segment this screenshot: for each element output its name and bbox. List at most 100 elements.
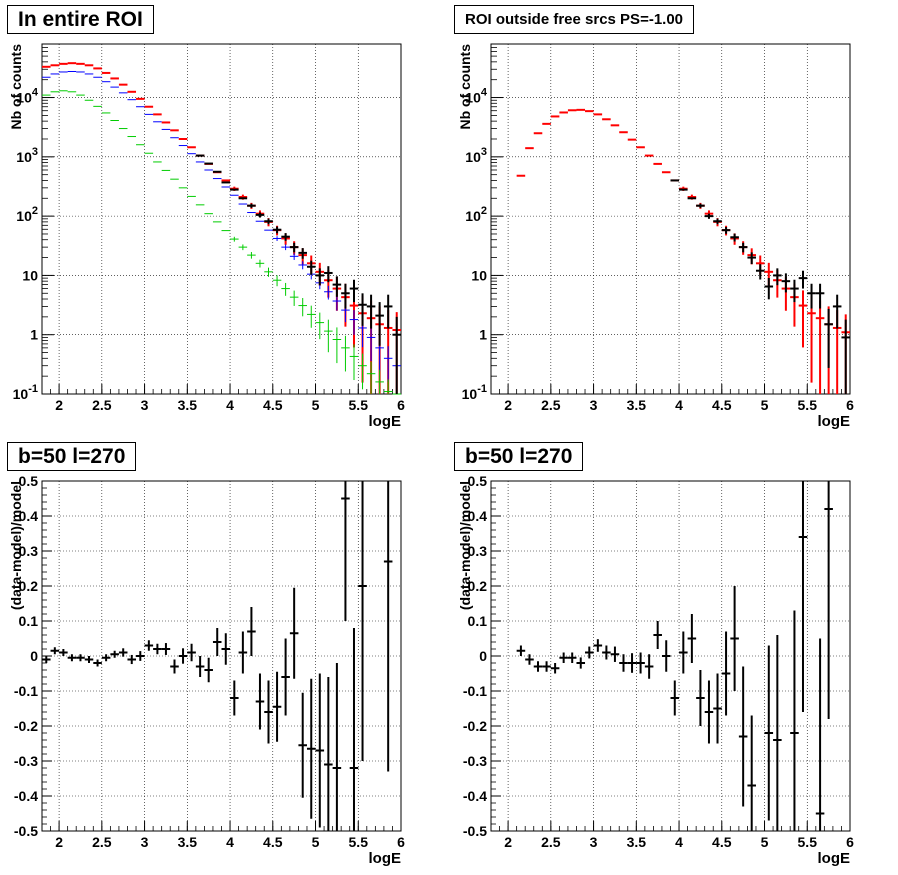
chart-title: In entire ROI [7,5,154,34]
x-tick-label: 5 [312,397,320,413]
x-tick-label: 4 [675,397,683,413]
y-tick-label: 0.4 [468,508,488,524]
y-axis-label: Nb of counts [457,44,473,130]
series-model-red [42,62,401,394]
chart-title: ROI outside free srcs PS=-1.00 [454,5,695,34]
x-tick-label: 6 [846,397,854,413]
panel-bottom-right: 2 2.5 3 3.5 4 4.5 5 5.5 6 -0.5 -0.4 -0.3 -0.2 -0.1 0 0.… [449,437,898,874]
x-tick-label: 2.5 [541,834,561,850]
grid [42,480,402,832]
x-tick-label: 2 [55,834,63,850]
y-tick-label: 0.2 [468,578,488,594]
y-tick-label: 102 [16,205,38,224]
y-axis-label: (data-model)/model [8,481,24,610]
x-tick-label: 3 [141,397,149,413]
x-tick-label: 2.5 [541,397,561,413]
y-tick-label: 0.3 [468,543,488,559]
x-tick-label: 4.5 [712,834,732,850]
x-tick-label: 5 [761,397,769,413]
chart-title: b=50 l=270 [454,442,584,471]
y-tick-label: 0.5 [468,473,488,489]
x-tick-label: 3 [590,834,598,850]
x-tick-label: 6 [397,834,405,850]
chart-counts-entire-roi: 2 2.5 3 3.5 4 4.5 5 5.5 610-1110102103104logENb … [8,43,405,430]
series-data-black [670,179,850,394]
y-tick-label: 0.2 [19,578,39,594]
y-tick-label: -0.2 [14,718,38,734]
y-tick-label: -0.3 [463,753,487,769]
x-tick-label: 5 [312,834,320,850]
x-tick-label: 2 [55,397,63,413]
y-tick-label: -0.2 [463,718,487,734]
y-tick-label: 0.1 [19,613,39,629]
panel-bottom-left: 2 2.5 3 3.5 4 4.5 5 5.5 6 -0.5 -0.4 -0.3 -0.2 -0.1 0 0.… [0,437,449,874]
x-tick-label: 3.5 [627,397,647,413]
x-tick-label: 4.5 [263,397,283,413]
x-tick-label: 5.5 [349,397,369,413]
y-tick-label: 0.1 [468,613,488,629]
y-tick-label: 102 [465,205,487,224]
x-axis-label: logE [369,413,402,430]
y-tick-label: 103 [465,146,487,165]
chart-title: b=50 l=270 [7,442,137,471]
y-tick-label: -0.5 [14,823,38,839]
chart-residuals-left: 2 2.5 3 3.5 4 4.5 5 5.5 6 -0.5 -0.4 -0.3 -0.2 -0.1 0 0.… [8,473,405,867]
chart-residuals-right: 2 2.5 3 3.5 4 4.5 5 5.5 6 -0.5 -0.4 -0.3 -0.2 -0.1 0 0.… [457,473,854,867]
x-tick-label: 5.5 [798,397,818,413]
y-tick-label: 0.5 [19,473,39,489]
x-tick-label: 6 [397,397,405,413]
y-tick-label: 1 [479,327,487,343]
plot-frame [41,480,402,832]
x-tick-label: 2.5 [92,397,112,413]
y-tick-label: 0 [30,648,38,664]
x-tick-label: 3.5 [627,834,647,850]
x-axis-label: logE [369,850,402,867]
x-axis-label: logE [818,413,851,430]
grid [491,480,851,832]
plot-frame [490,43,851,395]
x-tick-label: 4.5 [712,397,732,413]
y-tick-label: -0.4 [14,788,38,804]
x-tick-label: 3 [141,834,149,850]
x-tick-label: 5.5 [798,834,818,850]
series-model-red [516,108,850,394]
x-tick-label: 4 [226,834,234,850]
y-tick-label: 10 [22,267,38,283]
x-tick-label: 2 [504,834,512,850]
x-tick-label: 2.5 [92,834,112,850]
x-tick-label: 4.5 [263,834,283,850]
x-tick-label: 2 [504,397,512,413]
series-data-black [195,154,401,394]
x-tick-label: 3.5 [178,834,198,850]
x-tick-label: 3.5 [178,397,198,413]
series-data-black [42,481,393,831]
y-tick-label: -0.4 [463,788,487,804]
x-tick-label: 3 [590,397,598,413]
y-tick-label: -0.1 [463,683,487,699]
panel-top-left: 2 2.5 3 3.5 4 4.5 5 5.5 6 10-1 1 10 102 103 104 logE Nb … [0,0,449,437]
y-axis-label: Nb of counts [8,44,24,130]
y-tick-label: 10 [471,267,487,283]
series-data-black [516,481,833,831]
x-tick-label: 5.5 [349,834,369,850]
y-tick-label: 0.3 [19,543,39,559]
y-tick-label: -0.1 [14,683,38,699]
series-model-green [42,90,401,395]
y-tick-label: -0.3 [14,753,38,769]
y-tick-label: -0.5 [463,823,487,839]
x-axis-label: logE [818,850,851,867]
y-tick-label: 103 [16,146,38,165]
x-tick-label: 6 [846,834,854,850]
x-tick-label: 4 [226,397,234,413]
grid [491,44,851,395]
y-tick-label: 1 [30,327,38,343]
x-tick-label: 4 [675,834,683,850]
y-tick-label: 0.4 [19,508,39,524]
grid [42,44,402,395]
plot-frame [41,43,402,395]
y-tick-label: 0 [479,648,487,664]
y-tick-label: 10-1 [13,383,38,402]
y-tick-label: 10-1 [462,383,487,402]
chart-counts-roi-outside: 2 2.5 3 3.5 4 4.5 5 5.5 610-1110102103104logENb … [457,43,854,430]
x-tick-label: 5 [761,834,769,850]
